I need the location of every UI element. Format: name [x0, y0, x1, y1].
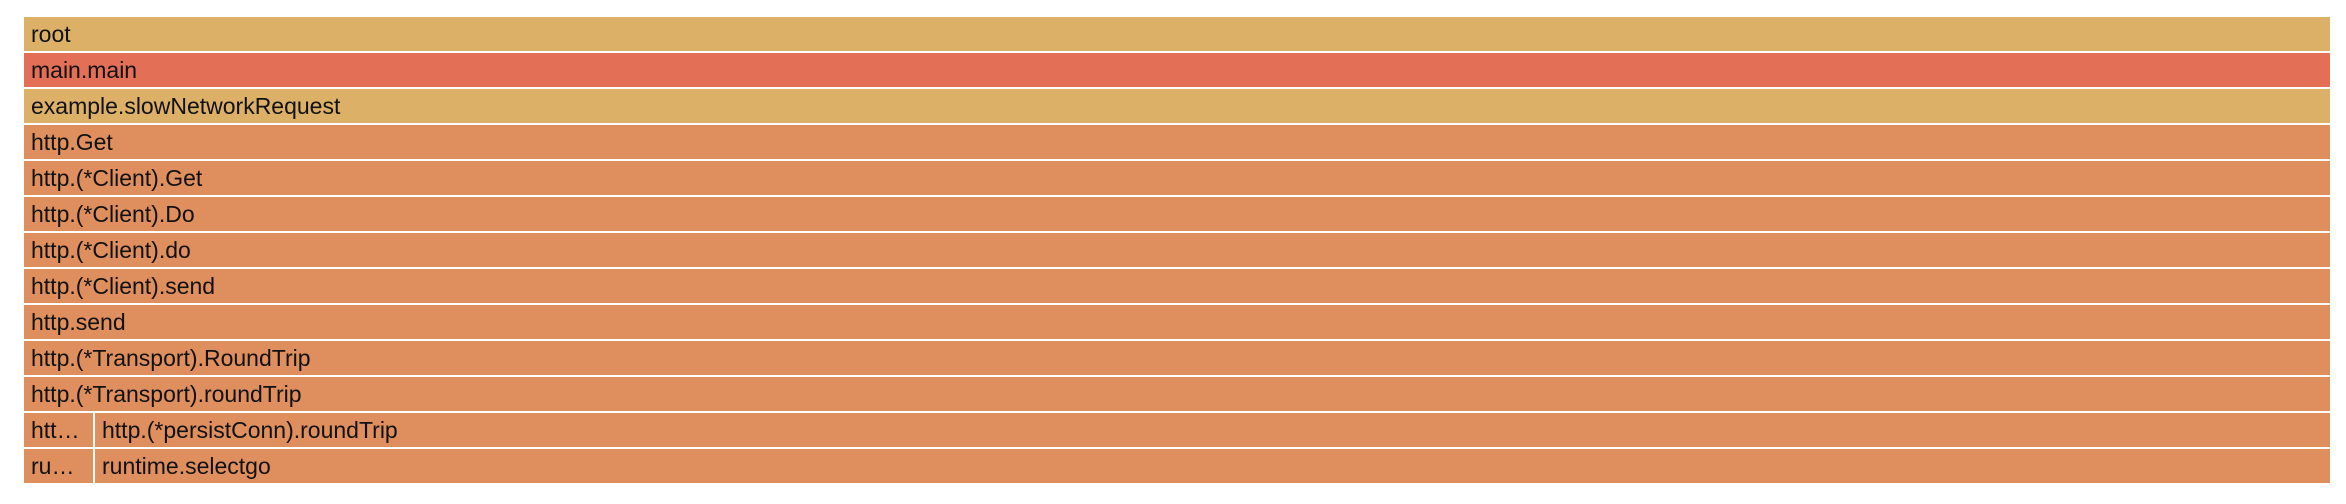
flame-frame-client-get[interactable]: http.(*Client).Get	[24, 161, 2330, 195]
flame-frame-http-send[interactable]: http.send	[24, 305, 2330, 339]
flame-frame-transport-roundtrip-lower[interactable]: http.(*Transport).roundTrip	[24, 377, 2330, 411]
flame-frame-main-main[interactable]: main.main	[24, 53, 2330, 87]
flame-frame-client-do-upper[interactable]: http.(*Client).Do	[24, 197, 2330, 231]
flame-row-4: http.(*Client).Get	[24, 161, 2330, 195]
flame-frame-root[interactable]: root	[24, 17, 2330, 51]
flame-row-8: http.send	[24, 305, 2330, 339]
flame-frame-example-slow-network-request[interactable]: example.slowNetworkRequest	[24, 89, 2330, 123]
flame-graph: root main.main example.slowNetworkReques…	[24, 17, 2330, 485]
flame-frame-http-get[interactable]: http.Get	[24, 125, 2330, 159]
flame-row-5: http.(*Client).Do	[24, 197, 2330, 231]
flame-frame-client-send[interactable]: http.(*Client).send	[24, 269, 2330, 303]
flame-row-1: main.main	[24, 53, 2330, 87]
flame-frame-truncated-htt[interactable]: htt…	[24, 413, 93, 447]
flame-row-6: http.(*Client).do	[24, 233, 2330, 267]
flame-frame-truncated-ru[interactable]: ru…	[24, 449, 93, 483]
flame-row-9: http.(*Transport).RoundTrip	[24, 341, 2330, 375]
flame-frame-persistconn-roundtrip[interactable]: http.(*persistConn).roundTrip	[95, 413, 2330, 447]
flame-row-10: http.(*Transport).roundTrip	[24, 377, 2330, 411]
flame-frame-runtime-selectgo[interactable]: runtime.selectgo	[95, 449, 2330, 483]
flame-frame-transport-roundtrip-upper[interactable]: http.(*Transport).RoundTrip	[24, 341, 2330, 375]
flame-row-12: ru… runtime.selectgo	[24, 449, 2330, 483]
flame-row-0: root	[24, 17, 2330, 51]
flame-row-3: http.Get	[24, 125, 2330, 159]
flame-row-11: htt… http.(*persistConn).roundTrip	[24, 413, 2330, 447]
flame-row-7: http.(*Client).send	[24, 269, 2330, 303]
flame-row-2: example.slowNetworkRequest	[24, 89, 2330, 123]
flame-frame-client-do-lower[interactable]: http.(*Client).do	[24, 233, 2330, 267]
